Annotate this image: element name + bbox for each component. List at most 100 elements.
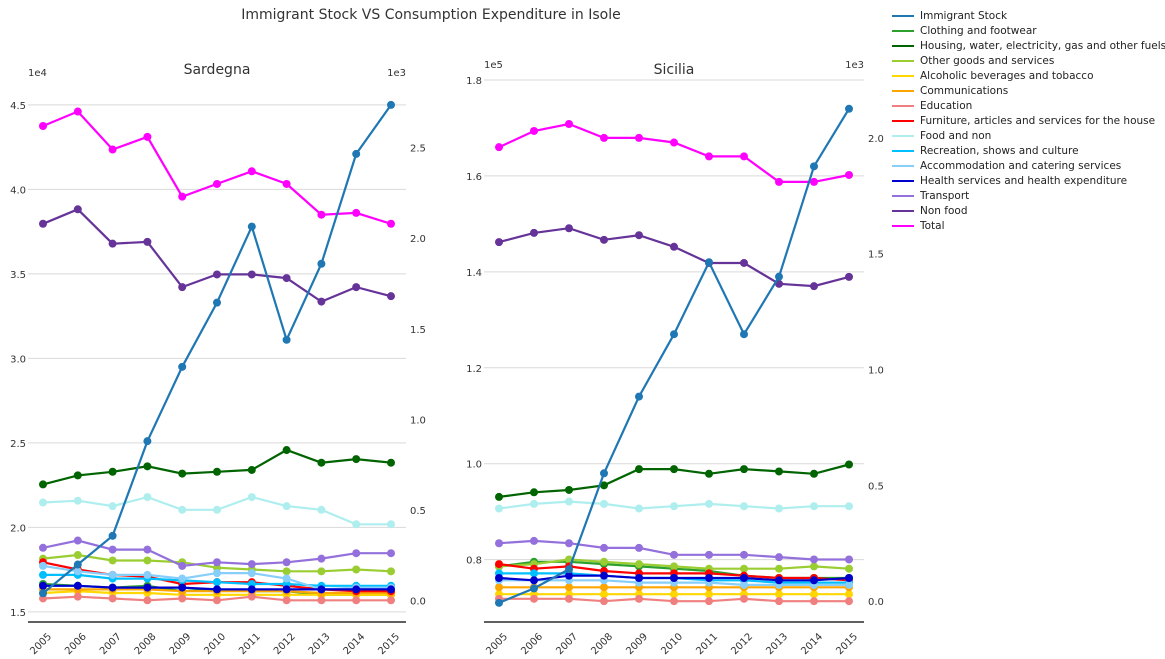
data-point xyxy=(108,583,117,592)
data-point xyxy=(387,292,395,301)
data-point xyxy=(108,531,117,540)
panel-sicilia: 0.8 1.0 1.2 1.4 1.6 1.8 0.0 0.5 1.0 1.5 2.0 1e5 1e3 S… xyxy=(466,60,884,657)
data-point xyxy=(530,584,538,593)
data-point xyxy=(387,585,395,594)
data-point xyxy=(143,583,152,592)
data-point xyxy=(810,555,818,564)
data-point xyxy=(635,504,643,513)
data-point xyxy=(108,145,117,154)
data-point xyxy=(213,569,221,578)
data-point xyxy=(845,170,853,179)
left-tick-label: 2.0 xyxy=(10,523,26,534)
data-point xyxy=(352,208,361,217)
data-point xyxy=(213,558,221,567)
data-point xyxy=(740,502,748,511)
legend-label: Transport xyxy=(920,189,970,202)
x-tick-label: 2014 xyxy=(342,631,368,657)
data-point xyxy=(670,502,678,511)
data-point xyxy=(282,502,291,511)
data-point xyxy=(810,469,818,478)
data-point xyxy=(635,573,643,582)
data-point xyxy=(810,162,818,171)
series xyxy=(39,493,395,529)
data-point xyxy=(670,550,678,559)
series-line xyxy=(42,448,392,486)
data-point xyxy=(740,330,748,339)
right-axis-multiplier: 1e3 xyxy=(845,60,864,71)
legend-label: Housing, water, electricity, gas and oth… xyxy=(920,39,1165,52)
data-point xyxy=(143,596,152,605)
data-point xyxy=(565,120,573,129)
data-point xyxy=(740,573,748,582)
data-point xyxy=(352,549,361,558)
legend-swatch xyxy=(892,209,914,212)
data-point xyxy=(387,458,395,467)
legend-label: Immigrant Stock xyxy=(920,9,1008,22)
legend-item: Furniture, articles and services for the… xyxy=(892,113,1165,128)
data-point xyxy=(213,298,221,307)
data-point xyxy=(39,581,47,590)
data-point xyxy=(213,596,221,605)
data-point xyxy=(495,539,503,548)
data-point xyxy=(178,283,187,292)
data-point xyxy=(39,498,47,507)
left-tick-label: 3.5 xyxy=(10,270,26,281)
right-tick-label: 0.0 xyxy=(410,596,426,607)
left-tick-label: 0.8 xyxy=(466,556,482,567)
data-point xyxy=(495,238,503,247)
data-point xyxy=(600,133,608,142)
data-point xyxy=(282,567,291,576)
x-tick-label: 2005 xyxy=(484,631,510,657)
data-point xyxy=(565,485,573,494)
legend-item: Housing, water, electricity, gas and oth… xyxy=(892,38,1165,53)
x-tick-label: 2005 xyxy=(28,631,54,657)
panel-title: Sardegna xyxy=(184,62,251,78)
series xyxy=(495,571,853,585)
data-point xyxy=(108,594,117,603)
data-point xyxy=(845,564,853,573)
series xyxy=(495,224,853,291)
data-point xyxy=(635,560,643,569)
data-point xyxy=(317,458,326,467)
data-point xyxy=(845,460,853,469)
data-point xyxy=(600,543,608,552)
data-point xyxy=(73,560,82,569)
data-point xyxy=(600,235,608,244)
data-point xyxy=(108,570,117,579)
data-point xyxy=(387,100,395,109)
data-point xyxy=(775,272,783,281)
data-point xyxy=(178,594,187,603)
data-point xyxy=(213,505,221,514)
x-tick-label: 2007 xyxy=(98,631,124,657)
data-point xyxy=(178,561,187,570)
data-point xyxy=(213,270,221,279)
data-point xyxy=(352,585,361,594)
x-tick-label: 2006 xyxy=(63,631,89,657)
x-tick-label: 2008 xyxy=(133,631,159,657)
data-point xyxy=(387,596,395,605)
x-tick-label: 2013 xyxy=(307,631,333,657)
data-point xyxy=(73,205,82,214)
data-point xyxy=(352,596,361,605)
legend-swatch xyxy=(892,149,914,152)
data-point xyxy=(282,574,291,583)
data-point xyxy=(775,590,783,599)
left-tick-label: 1.4 xyxy=(466,268,482,279)
data-point xyxy=(39,570,47,579)
data-point xyxy=(775,177,783,186)
data-point xyxy=(495,492,503,501)
x-tick-label: 2007 xyxy=(554,631,580,657)
legend-item: Immigrant Stock xyxy=(892,8,1165,23)
data-point xyxy=(600,557,608,566)
data-point xyxy=(810,177,818,186)
legend-item: Accommodation and catering services xyxy=(892,158,1165,173)
data-point xyxy=(670,590,678,599)
figure-title: Immigrant Stock VS Consumption Expenditu… xyxy=(241,7,620,23)
data-point xyxy=(740,550,748,559)
left-tick-label: 1.6 xyxy=(466,172,482,183)
legend-label: Other goods and services xyxy=(920,54,1055,67)
data-point xyxy=(495,143,503,152)
data-point xyxy=(282,596,291,605)
data-point xyxy=(213,585,221,594)
